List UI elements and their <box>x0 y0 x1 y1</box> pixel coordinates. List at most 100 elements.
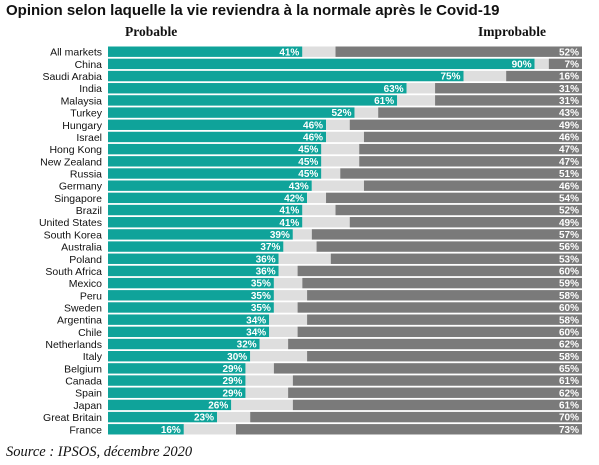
bar-neutral-canada <box>245 375 293 386</box>
bar-improbable-singapore <box>326 192 582 204</box>
bar-probable-australia <box>108 241 284 252</box>
value-label-probable-japan: 26% <box>208 401 228 412</box>
bar-neutral-india <box>406 83 436 94</box>
value-label-improbable-chile: 60% <box>559 327 579 338</box>
bar-probable-spain <box>108 387 246 398</box>
value-label-improbable-mexico: 59% <box>559 279 579 290</box>
value-label-improbable-spain: 62% <box>559 388 579 399</box>
bar-neutral-spain <box>245 387 289 398</box>
value-label-improbable-france: 73% <box>559 425 579 436</box>
bar-probable-argentina <box>108 314 270 325</box>
category-label-russia: Russia <box>70 169 102 181</box>
bar-neutral-israel <box>326 131 364 143</box>
value-label-improbable-israel: 46% <box>559 133 579 144</box>
value-label-improbable-argentina: 58% <box>559 315 579 326</box>
bar-probable-great-britain <box>108 411 218 423</box>
category-label-germany: Germany <box>59 181 103 193</box>
bar-probable-canada <box>108 375 246 386</box>
bar-neutral-hong-kong <box>321 143 360 155</box>
bar-improbable-brazil <box>335 204 582 216</box>
value-label-probable-australia: 37% <box>260 242 280 253</box>
bar-probable-germany <box>108 180 312 191</box>
bar-neutral-sweden <box>273 302 298 313</box>
bar-probable-chile <box>108 326 270 338</box>
bar-probable-sweden <box>108 302 274 313</box>
value-label-improbable-japan: 61% <box>559 401 579 412</box>
bar-improbable-great-britain <box>250 411 582 423</box>
bar-improbable-saudi-arabia <box>506 70 582 82</box>
bar-neutral-all-markets <box>302 46 336 57</box>
value-label-improbable-canada: 61% <box>559 376 579 387</box>
bar-improbable-hong-kong <box>359 143 582 155</box>
value-label-probable-china: 90% <box>512 59 532 70</box>
category-label-japan: Japan <box>73 400 102 412</box>
value-label-probable-poland: 36% <box>256 254 276 265</box>
category-label-peru: Peru <box>80 290 102 302</box>
category-label-spain: Spain <box>75 388 102 400</box>
value-label-probable-spain: 29% <box>222 388 242 399</box>
bar-probable-india <box>108 83 407 94</box>
value-label-improbable-china: 7% <box>565 59 580 70</box>
bar-probable-singapore <box>108 192 308 204</box>
bar-probable-hong-kong <box>108 143 322 155</box>
bar-neutral-saudi-arabia <box>463 70 507 82</box>
value-label-probable-india: 63% <box>384 84 404 95</box>
bar-improbable-australia <box>316 241 582 252</box>
value-label-improbable-poland: 53% <box>559 254 579 265</box>
bar-neutral-germany <box>311 180 364 191</box>
bar-improbable-spain <box>288 387 582 398</box>
bar-probable-new-zealand <box>108 156 322 167</box>
bar-neutral-china <box>534 58 549 70</box>
value-label-improbable-brazil: 52% <box>559 206 579 217</box>
bar-probable-italy <box>108 351 251 362</box>
value-label-improbable-south-korea: 57% <box>559 230 579 241</box>
category-label-argentina: Argentina <box>57 315 102 327</box>
bar-probable-russia <box>108 168 322 179</box>
category-label-great-britain: Great Britain <box>43 412 102 424</box>
value-label-improbable-hungary: 49% <box>559 120 579 131</box>
value-label-improbable-all-markets: 52% <box>559 47 579 58</box>
value-label-probable-sweden: 35% <box>251 303 271 314</box>
bar-improbable-new-zealand <box>359 156 582 167</box>
bar-improbable-turkey <box>378 107 582 118</box>
bar-probable-belgium <box>108 363 246 374</box>
source-note: Source : IPSOS, décembre 2020 <box>6 444 193 460</box>
bar-probable-france <box>108 424 184 435</box>
value-label-probable-south-africa: 36% <box>256 267 276 278</box>
bar-improbable-united-states <box>349 217 582 228</box>
stacked-bar-chart: All markets 41% 52% China 90% 7% Saudi Arabia 7… <box>39 46 583 436</box>
category-label-malaysia: Malaysia <box>61 95 103 107</box>
value-label-improbable-hong-kong: 47% <box>559 145 579 156</box>
value-label-improbable-united-states: 49% <box>559 218 579 229</box>
bar-improbable-sweden <box>297 302 582 313</box>
category-label-south-africa: South Africa <box>45 266 102 278</box>
bar-improbable-hungary <box>349 119 582 130</box>
legend-probable: Probable <box>125 24 178 39</box>
value-label-probable-russia: 45% <box>298 169 318 180</box>
bar-neutral-australia <box>283 241 317 252</box>
bar-improbable-canada <box>292 375 582 386</box>
bar-improbable-malaysia <box>435 95 582 106</box>
bar-neutral-singapore <box>307 192 327 204</box>
bar-improbable-germany <box>363 180 582 191</box>
value-label-probable-south-korea: 39% <box>270 230 290 241</box>
bar-improbable-peru <box>307 290 582 301</box>
bar-improbable-india <box>435 83 582 94</box>
bar-neutral-chile <box>269 326 298 338</box>
value-label-probable-chile: 34% <box>246 327 266 338</box>
value-label-probable-saudi-arabia: 75% <box>440 72 460 83</box>
bar-improbable-south-korea <box>311 229 582 240</box>
legend-improbable: Improbable <box>478 24 547 39</box>
bar-probable-saudi-arabia <box>108 70 464 82</box>
value-label-improbable-great-britain: 70% <box>559 413 579 424</box>
category-label-france: France <box>69 424 102 436</box>
bar-probable-all-markets <box>108 46 303 57</box>
category-label-italy: Italy <box>83 351 103 363</box>
value-label-probable-france: 16% <box>161 425 181 436</box>
value-label-probable-argentina: 34% <box>246 315 266 326</box>
category-label-hong-kong: Hong Kong <box>49 144 102 156</box>
bar-probable-israel <box>108 131 327 143</box>
category-label-israel: Israel <box>76 132 102 144</box>
value-label-improbable-australia: 56% <box>559 242 579 253</box>
category-label-australia: Australia <box>61 242 102 254</box>
